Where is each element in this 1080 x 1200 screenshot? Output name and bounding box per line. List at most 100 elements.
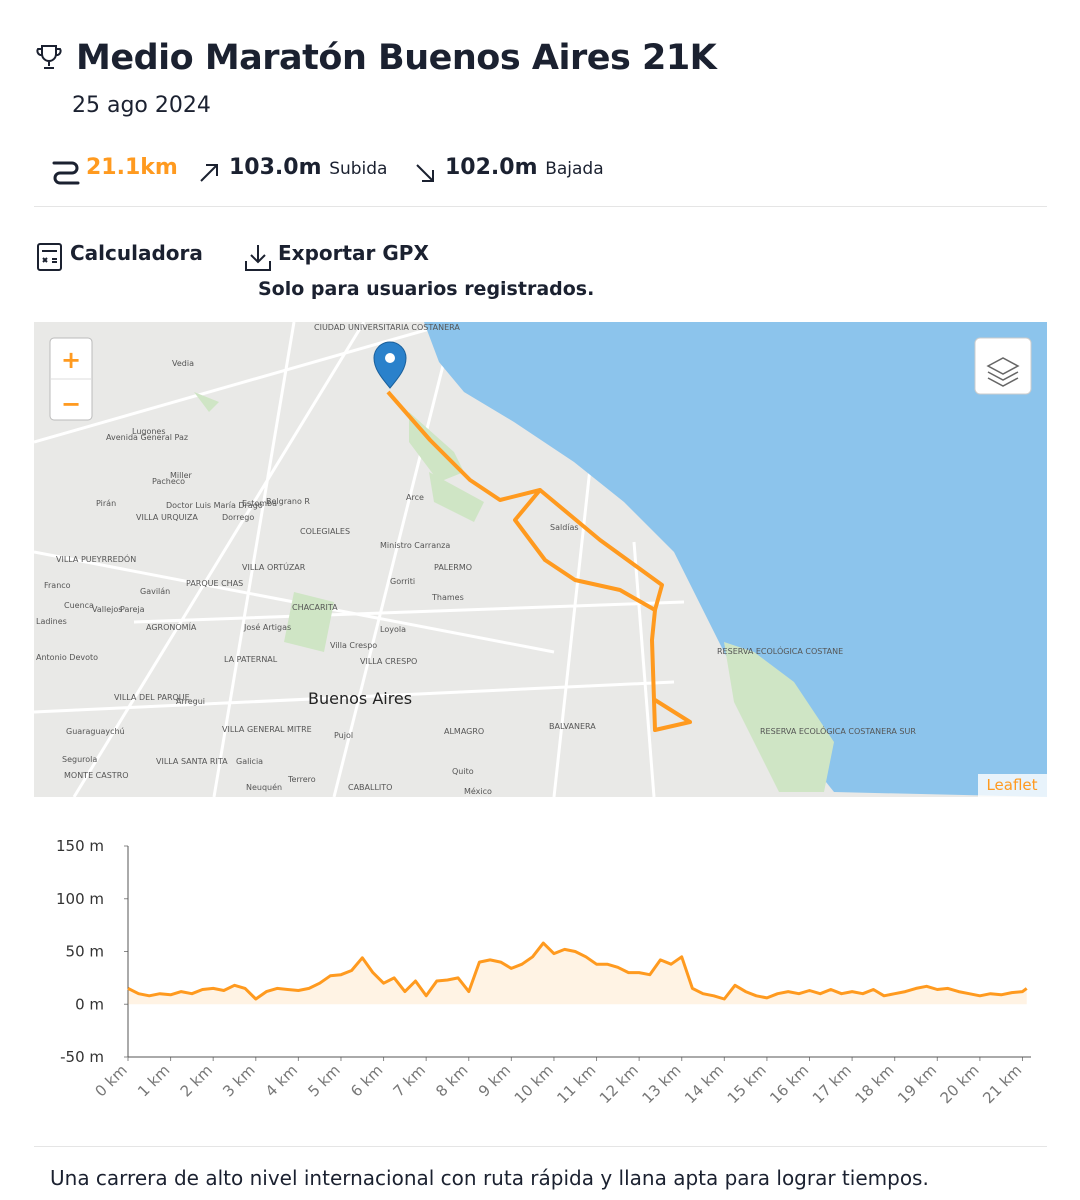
x-tick-label: 14 km [681, 1061, 727, 1107]
map-label: Arce [406, 493, 424, 502]
x-tick-label: 13 km [638, 1061, 684, 1107]
map-label: RESERVA ECOLÓGICA COSTANERA SUR [760, 725, 916, 736]
map-label: Pirán [96, 499, 116, 508]
map-label: Estomba [242, 499, 277, 508]
map-label: Gavilán [140, 587, 170, 596]
calculator-icon [37, 243, 62, 271]
zoom-in[interactable]: + [61, 346, 81, 374]
map-label: CHACARITA [292, 603, 338, 612]
map[interactable]: Buenos Aires PALERMO CHACARITA COLEGIALES VI… [34, 322, 1047, 797]
y-tick-label: 0 m [75, 995, 104, 1013]
start-marker[interactable] [373, 341, 407, 389]
map-label: VILLA DEL PARQUE [114, 693, 190, 702]
map-label: Pareja [120, 605, 145, 614]
map-label: VILLA URQUIZA [136, 513, 198, 522]
attribution: Leaflet [986, 776, 1037, 794]
route [386, 390, 664, 612]
calculator-button[interactable]: Calculadora [70, 241, 203, 265]
ascent-value: 103.0m [229, 155, 322, 180]
map-label: Segurola [62, 755, 97, 764]
x-tick-label: 9 km [475, 1061, 514, 1100]
map-label: VILLA GENERAL MITRE [222, 725, 312, 734]
map-label: COLEGIALES [300, 527, 350, 536]
map-label: José Artigas [243, 622, 291, 632]
map-label: Ministro Carranza [380, 541, 450, 550]
map-label: Antonio Devoto [36, 653, 98, 662]
x-tick-label: 3 km [219, 1061, 258, 1100]
map-label: BALVANERA [549, 722, 596, 731]
map-water [424, 322, 1047, 797]
layers-icon [986, 357, 1020, 387]
map-label: Terrero [287, 775, 316, 784]
map-label: PALERMO [434, 563, 472, 572]
map-label: PARQUE CHAS [186, 579, 243, 588]
x-tick-label: 10 km [511, 1061, 557, 1107]
map-label: Vallejos [92, 605, 122, 614]
descent: 102.0m Bajada [445, 155, 604, 180]
elevation-area [128, 943, 1027, 1005]
divider [34, 1146, 1047, 1147]
map-label: Loyola [380, 625, 406, 634]
x-tick-label: 6 km [347, 1061, 386, 1100]
map-label: Doctor Luis María Drago [166, 501, 263, 510]
map-label: México [464, 786, 492, 796]
map-label: Galicia [236, 757, 263, 766]
map-label: Belgrano R [266, 497, 310, 506]
zoom-out[interactable]: − [61, 390, 81, 418]
map-label: AGRONOMÍA [146, 621, 197, 632]
event-date: 25 ago 2024 [72, 93, 211, 118]
route [650, 609, 692, 732]
map-label: Lugones [132, 427, 166, 436]
page-title: Medio Maratón Buenos Aires 21K [76, 38, 717, 78]
map-label: RESERVA ECOLÓGICA COSTANE [717, 645, 843, 656]
descent-icon [416, 164, 434, 182]
start-marker-dot [385, 353, 395, 363]
x-tick-label: 11 km [553, 1061, 599, 1107]
ascent-icon [200, 164, 218, 182]
map-label: VILLA PUEYRREDÓN [56, 553, 136, 564]
export-note: Solo para usuarios registrados. [258, 278, 595, 300]
map-label: Franco [44, 581, 71, 590]
trophy-icon [36, 45, 62, 69]
map-label: Dorrego [222, 513, 254, 522]
map-label: Buenos Aires [308, 689, 412, 708]
x-tick-label: 16 km [766, 1061, 812, 1107]
map-label: Thames [431, 593, 464, 602]
map-label: Arregui [176, 697, 205, 706]
descent-value: 102.0m [445, 155, 538, 180]
x-tick-label: 4 km [262, 1061, 301, 1100]
descent-label: Bajada [545, 159, 604, 179]
map-label: MONTE CASTRO [64, 771, 129, 780]
map-label: Cuenca [64, 601, 94, 610]
description: Una carrera de alto nivel internacional … [50, 1166, 929, 1190]
x-tick-label: 15 km [724, 1061, 770, 1107]
map-label: Neuquén [246, 782, 282, 792]
y-tick-label: 100 m [56, 890, 104, 908]
route-icon [52, 161, 80, 185]
x-tick-label: 19 km [894, 1061, 940, 1107]
divider [34, 206, 1047, 207]
map-label: LA PATERNAL [224, 655, 278, 664]
map-label: Pacheco [152, 477, 185, 486]
elevation-line [127, 941, 1028, 1001]
map-label: Villa Crespo [330, 641, 377, 650]
map-label: Guaraguaychú [66, 727, 125, 736]
export-gpx-button[interactable]: Exportar GPX [278, 241, 429, 265]
map-label: Gorriti [390, 577, 415, 586]
attribution-box [978, 774, 1047, 797]
layers-button[interactable] [974, 337, 1032, 395]
x-tick-label: 8 km [432, 1061, 471, 1100]
x-tick-label: 2 km [177, 1061, 216, 1100]
map-label: Avenida General Paz [106, 433, 188, 442]
map-label: Ladines [36, 617, 67, 626]
y-tick-label: -50 m [60, 1048, 104, 1066]
x-tick-label: 20 km [937, 1061, 983, 1107]
x-tick-label: 21 km [979, 1061, 1025, 1107]
y-tick-label: 150 m [56, 837, 104, 855]
x-tick-label: 18 km [851, 1061, 897, 1107]
map-label: Quito [452, 767, 474, 776]
download-icon [245, 245, 271, 271]
map-label: Saldías [550, 523, 579, 532]
map-label: Pujol [334, 731, 353, 740]
